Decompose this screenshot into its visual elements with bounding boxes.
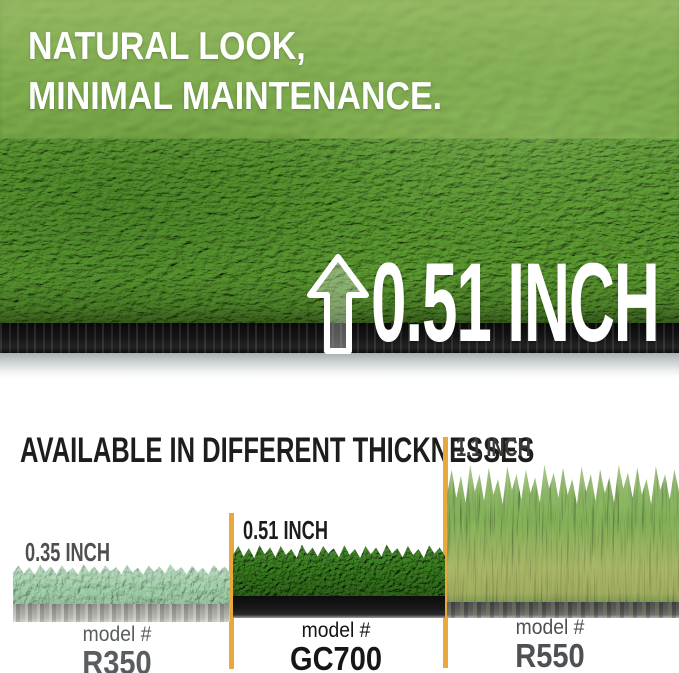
model-prefix-gc700: model # <box>301 619 371 642</box>
model-number-gc700: GC700 <box>289 640 383 673</box>
turf-backing-r350 <box>13 604 230 622</box>
hero-headline-line1: NATURAL LOOK, <box>28 25 306 68</box>
floor-shadow <box>0 353 679 378</box>
hero-headline: NATURAL LOOK, MINIMAL MAINTENANCE. <box>28 22 442 122</box>
model-block-gc700: model # GC700 <box>246 620 426 673</box>
model-prefix-r350: model # <box>82 623 152 646</box>
thickness-label-r350: 0.35 INCH <box>25 537 110 567</box>
turf-backing-gc700 <box>233 596 445 618</box>
hero-turf-photo: NATURAL LOOK, MINIMAL MAINTENANCE. 0.51 … <box>0 0 679 378</box>
thickness-label-gc700: 0.51 INCH <box>243 515 328 545</box>
hero-depth-shading <box>0 0 679 330</box>
thickness-label-r550: 1.1 INCH <box>456 432 531 462</box>
model-number-r350: R350 <box>82 644 152 673</box>
up-arrow-icon <box>306 254 370 354</box>
thickness-bar-r550 <box>443 437 448 668</box>
model-number-r550: R550 <box>515 637 585 673</box>
hero-headline-line2: MINIMAL MAINTENANCE. <box>28 75 443 118</box>
model-block-r550: model # R550 <box>460 616 640 673</box>
turf-backing-r550 <box>447 602 679 618</box>
model-block-r350: model # R350 <box>27 624 207 673</box>
turf-sample-r550 <box>447 464 679 618</box>
section-heading: AVAILABLE IN DIFFERENT THICKNESSES <box>20 431 535 470</box>
hero-thickness-callout: 0.51 INCH <box>371 240 660 365</box>
model-prefix-r550: model # <box>515 616 585 639</box>
thickness-bar-gc700 <box>229 513 234 669</box>
